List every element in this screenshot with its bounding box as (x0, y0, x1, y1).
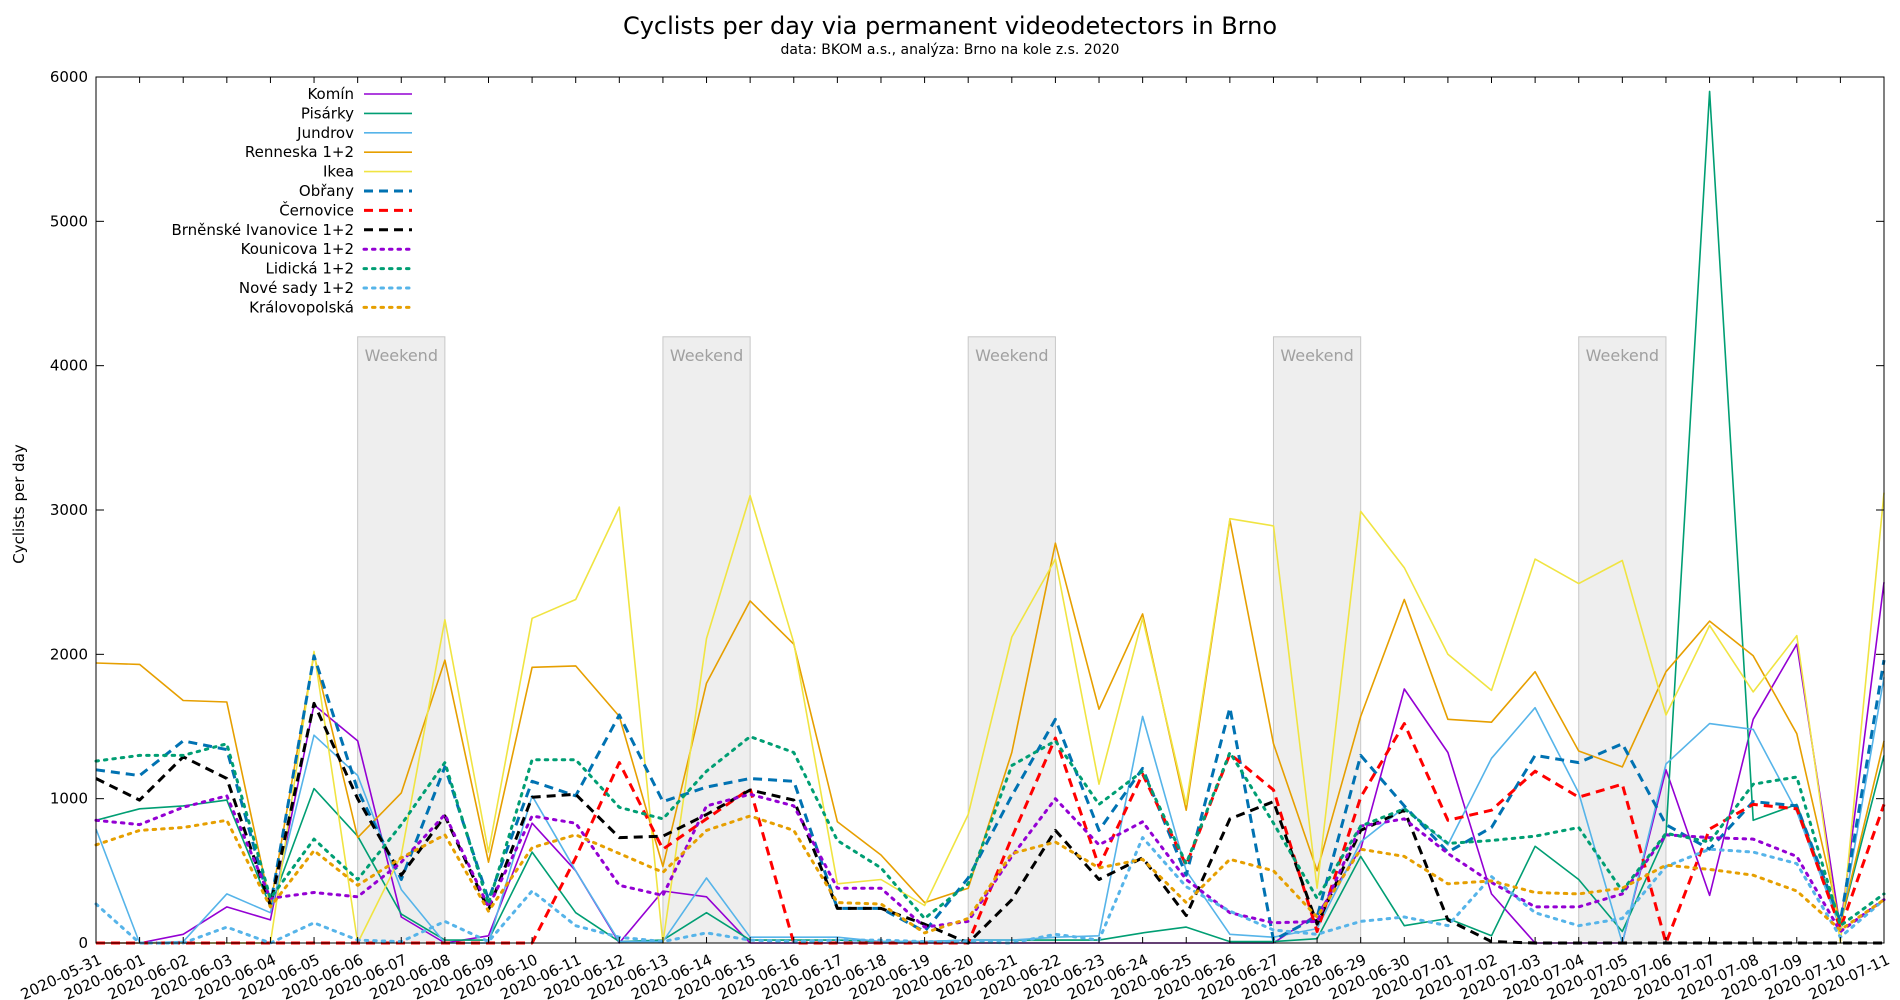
series-line-12 (94, 814, 1886, 935)
weekend-label: Weekend (365, 346, 438, 365)
legend-entry-label: Lidická 1+2 (266, 260, 355, 278)
weekend-label: Weekend (1280, 346, 1353, 365)
series-line-11 (94, 836, 1886, 945)
y-tick-label: 2000 (50, 645, 88, 663)
series-line-5 (96, 492, 1885, 944)
legend-entry-label: Královopolská (249, 298, 354, 316)
series-line-9 (94, 792, 1886, 933)
weekend-label: Weekend (975, 346, 1048, 365)
legend-entry-label: Kounicova 1+2 (241, 240, 354, 258)
y-tick-label: 3000 (50, 501, 88, 519)
legend-entry-label: Nové sady 1+2 (239, 279, 354, 297)
series-line-7 (96, 722, 1886, 945)
legend-entry-label: Černovice (279, 200, 354, 219)
y-tick-label: 0 (78, 934, 88, 952)
legend-entry-label: Komín (307, 85, 354, 103)
weekend-label: Weekend (670, 346, 743, 365)
weekend-label: Weekend (1586, 346, 1659, 365)
legend-entry-label: Obřany (299, 182, 354, 200)
y-tick-label: 1000 (50, 790, 88, 808)
legend-entry-label: Jundrov (296, 124, 354, 142)
y-tick-label: 6000 (50, 68, 88, 86)
legend-entry-label: Pisárky (301, 104, 354, 122)
y-tick-label: 5000 (50, 212, 88, 230)
y-tick-label: 4000 (50, 357, 88, 375)
legend-entry-label: Ikea (323, 163, 354, 181)
chart-subtitle: data: BKOM a.s., analýza: Brno na kole z… (781, 42, 1120, 58)
chart-title: Cyclists per day via permanent videodete… (623, 12, 1277, 40)
y-axis-label: Cyclists per day (10, 444, 28, 564)
legend-entry-label: Brněnské Ivanovice 1+2 (171, 221, 354, 239)
legend-entry-label: Renneska 1+2 (245, 143, 354, 161)
y-axis-ticks: 0 1000 2000 3000 4000 5000 6000 (50, 68, 1884, 952)
series-line-10 (94, 735, 1886, 928)
